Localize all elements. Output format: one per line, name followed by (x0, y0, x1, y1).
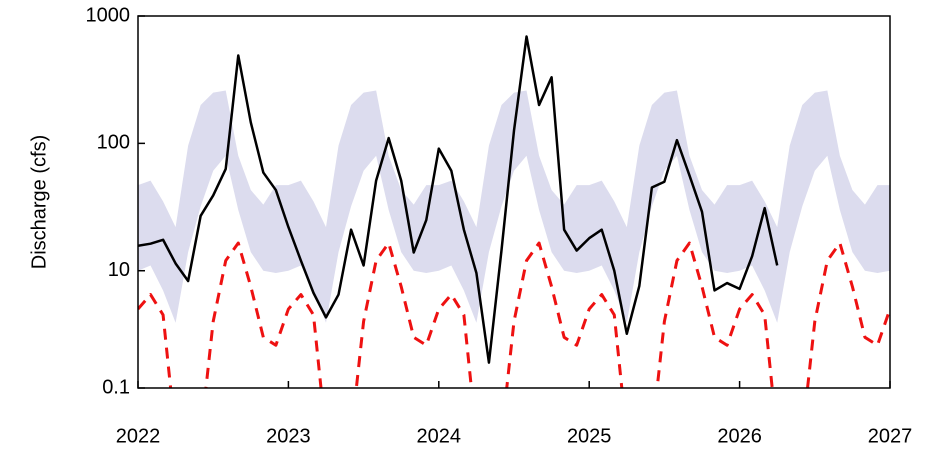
x-tick-label: 2024 (417, 425, 462, 447)
range-band (138, 90, 890, 323)
line (138, 35, 779, 364)
y-tick-label: 0.1 (102, 376, 130, 398)
plot-area (138, 35, 890, 388)
x-tick-label: 2023 (266, 425, 311, 447)
x-tick-label: 2025 (567, 425, 612, 447)
x-tick-label: 2026 (717, 425, 762, 447)
y-tick-label: 1000 (86, 4, 131, 26)
y-axis-label: Discharge (cfs) (28, 135, 50, 269)
x-tick-label: 2022 (116, 425, 161, 447)
x-tick-label: 2027 (868, 425, 913, 447)
y-tick-label: 10 (108, 259, 130, 281)
plot-frame (137, 15, 891, 389)
y-tick-label: 100 (97, 132, 130, 154)
